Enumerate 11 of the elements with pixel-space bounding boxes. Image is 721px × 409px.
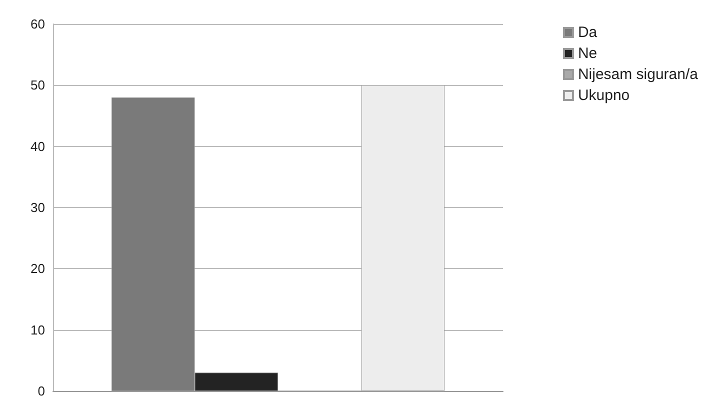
y-tick-label: 30 bbox=[30, 200, 45, 215]
legend-label: Nijesam siguran/a bbox=[578, 66, 699, 83]
legend-label: Ne bbox=[578, 45, 598, 62]
y-tick-label: 20 bbox=[30, 261, 45, 276]
y-tick-label: 40 bbox=[30, 138, 45, 154]
y-tick-label: 0 bbox=[38, 384, 45, 398]
y-tick-label: 50 bbox=[30, 78, 45, 93]
legend-label: Da bbox=[578, 24, 598, 41]
y-tick-label: 10 bbox=[30, 322, 45, 338]
y-tick-label: 60 bbox=[30, 16, 45, 32]
legend-label: Ukupno bbox=[578, 87, 630, 104]
